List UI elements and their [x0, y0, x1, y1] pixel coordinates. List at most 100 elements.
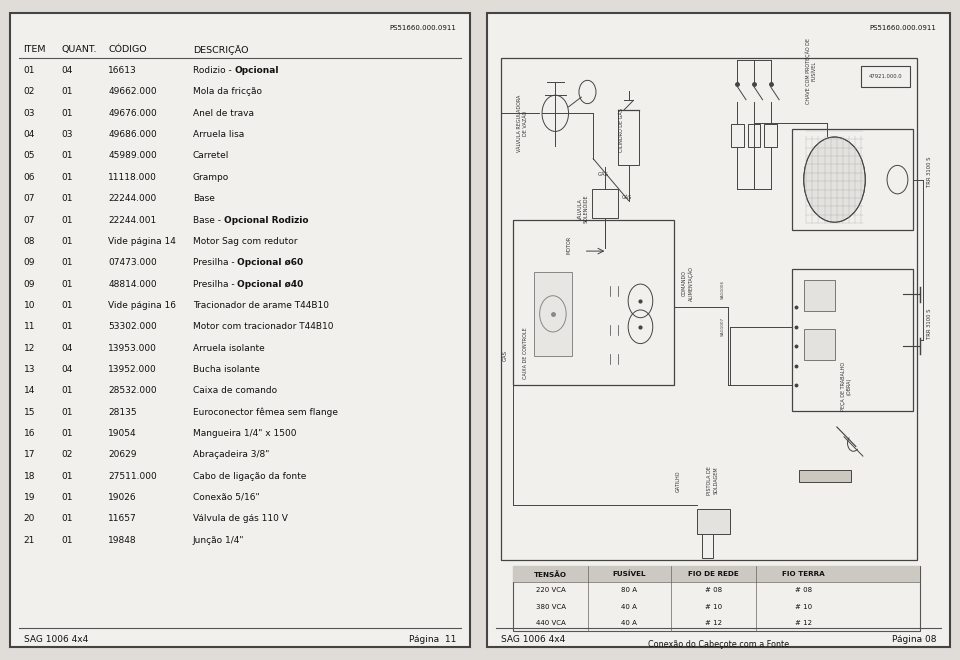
Text: 80 A: 80 A	[620, 587, 636, 593]
Bar	[592, 189, 618, 218]
Bar	[748, 124, 760, 147]
Text: 19: 19	[24, 493, 36, 502]
Text: 02: 02	[61, 450, 73, 459]
Text: Base: Base	[193, 194, 215, 203]
Text: Vide página 14: Vide página 14	[108, 237, 177, 246]
Text: # 12: # 12	[706, 620, 722, 626]
Text: Caixa de comando: Caixa de comando	[193, 386, 277, 395]
Text: # 10: # 10	[795, 603, 812, 609]
Text: Euroconector fêmea sem flange: Euroconector fêmea sem flange	[193, 408, 338, 417]
Text: VÁLVULA REGULADORA
DE VAZÃO: VÁLVULA REGULADORA DE VAZÃO	[516, 95, 528, 152]
Text: COMANDO
ALIMENTAÇÃO: COMANDO ALIMENTAÇÃO	[682, 266, 693, 301]
Text: PS51660.000.0911: PS51660.000.0911	[870, 24, 936, 31]
Text: PISTOLA DE
SOLDAGEM: PISTOLA DE SOLDAGEM	[708, 466, 718, 495]
Text: 47921.000.0: 47921.000.0	[869, 74, 902, 79]
Text: 01: 01	[61, 514, 73, 523]
Text: 01: 01	[61, 152, 73, 160]
Text: 01: 01	[61, 88, 73, 96]
Text: PEÇA DE TRABALHO
(OBRA): PEÇA DE TRABALHO (OBRA)	[841, 362, 852, 411]
Text: Válvula de gás 110 V: Válvula de gás 110 V	[193, 514, 288, 523]
Text: # 08: # 08	[706, 587, 722, 593]
Text: Motor com tracionador T44B10: Motor com tracionador T44B10	[193, 322, 333, 331]
Text: 01: 01	[61, 493, 73, 502]
Text: Conexão 5/16": Conexão 5/16"	[193, 493, 259, 502]
Text: CÓDIGO: CÓDIGO	[108, 46, 147, 54]
Text: 01: 01	[61, 408, 73, 416]
Text: 01: 01	[61, 280, 73, 288]
Text: 04: 04	[61, 344, 73, 352]
Text: 13952.000: 13952.000	[108, 365, 157, 374]
Text: 01: 01	[61, 173, 73, 182]
Text: SAG 1006 4x4: SAG 1006 4x4	[24, 636, 88, 644]
Text: Página 08: Página 08	[892, 636, 936, 644]
Text: SAG 1006 4x4: SAG 1006 4x4	[501, 636, 565, 644]
Text: 04: 04	[61, 365, 73, 374]
Text: 01: 01	[61, 322, 73, 331]
Text: 49676.000: 49676.000	[108, 109, 157, 117]
Text: 01: 01	[61, 194, 73, 203]
Text: 28532.000: 28532.000	[108, 386, 156, 395]
Text: 06: 06	[24, 173, 36, 182]
Text: 49686.000: 49686.000	[108, 130, 157, 139]
Text: 01: 01	[61, 237, 73, 246]
Bar	[513, 566, 920, 631]
Text: SAG1006: SAG1006	[720, 280, 725, 299]
Text: 09: 09	[24, 280, 36, 288]
Text: QUANT.: QUANT.	[61, 46, 97, 54]
Text: 01: 01	[61, 429, 73, 438]
Text: 04: 04	[61, 66, 73, 75]
Text: CHAVE COM PROTEÇÃO DE
FUSÍVEL: CHAVE COM PROTEÇÃO DE FUSÍVEL	[805, 38, 817, 104]
Bar	[732, 124, 744, 147]
Text: 11118.000: 11118.000	[108, 173, 157, 182]
Text: # 08: # 08	[795, 587, 812, 593]
Text: Arruela lisa: Arruela lisa	[193, 130, 244, 139]
Text: 48814.000: 48814.000	[108, 280, 156, 288]
Text: 440 VCA: 440 VCA	[536, 620, 565, 626]
Text: 28135: 28135	[108, 408, 137, 416]
Text: Cabo de ligação da fonte: Cabo de ligação da fonte	[193, 472, 306, 480]
Text: 20629: 20629	[108, 450, 136, 459]
Text: Abraçadeira 3/8": Abraçadeira 3/8"	[193, 450, 270, 459]
Text: Presilha -: Presilha -	[193, 258, 237, 267]
Text: 16613: 16613	[108, 66, 137, 75]
Text: DESCRIÇÃO: DESCRIÇÃO	[193, 46, 249, 55]
Text: 21: 21	[24, 536, 35, 544]
Text: 13953.000: 13953.000	[108, 344, 157, 352]
Text: 12: 12	[24, 344, 35, 352]
Text: Mangueira 1/4" x 1500: Mangueira 1/4" x 1500	[193, 429, 297, 438]
Bar	[799, 471, 852, 482]
Text: 01: 01	[24, 66, 36, 75]
Text: Rodizio -: Rodizio -	[193, 66, 234, 75]
Text: 15: 15	[24, 408, 36, 416]
Bar	[792, 129, 913, 230]
Text: 49662.000: 49662.000	[108, 88, 156, 96]
Text: 07: 07	[24, 216, 36, 224]
Text: TENSÃO: TENSÃO	[534, 571, 567, 578]
Text: 19054: 19054	[108, 429, 137, 438]
Ellipse shape	[804, 137, 865, 222]
Bar	[804, 329, 834, 360]
Text: Mola da fricção: Mola da fricção	[193, 88, 262, 96]
Text: 220 VCA: 220 VCA	[536, 587, 565, 593]
Bar	[804, 280, 834, 311]
Text: 13: 13	[24, 365, 36, 374]
Text: 11657: 11657	[108, 514, 137, 523]
Text: 11: 11	[24, 322, 36, 331]
Text: Tracionador de arame T44B10: Tracionador de arame T44B10	[193, 301, 329, 310]
Text: Grampo: Grampo	[193, 173, 229, 182]
Text: 07: 07	[24, 194, 36, 203]
Text: 08: 08	[24, 237, 36, 246]
Text: 03: 03	[24, 109, 36, 117]
Text: 05: 05	[24, 152, 36, 160]
Text: # 10: # 10	[706, 603, 722, 609]
Text: FUSÍVEL: FUSÍVEL	[612, 571, 645, 578]
Bar	[501, 58, 918, 560]
Text: 01: 01	[61, 536, 73, 544]
Text: Opcional ø60: Opcional ø60	[237, 258, 303, 267]
Text: Motor Sag com redutor: Motor Sag com redutor	[193, 237, 298, 246]
Bar	[513, 220, 674, 385]
Text: FIO TERRA: FIO TERRA	[782, 571, 826, 577]
Bar	[534, 272, 572, 356]
Text: 17: 17	[24, 450, 36, 459]
Text: Junção 1/4": Junção 1/4"	[193, 536, 245, 544]
